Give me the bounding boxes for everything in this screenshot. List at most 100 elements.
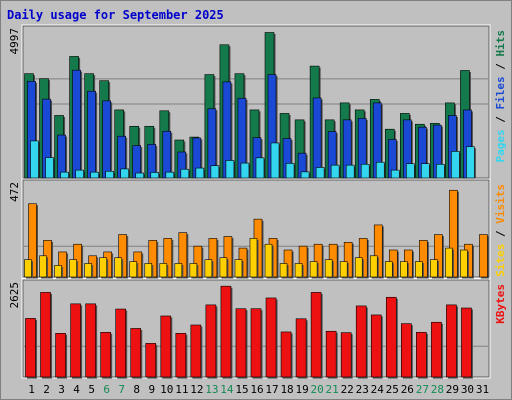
sites-bar-1 <box>24 259 33 279</box>
sites-bar-5 <box>84 263 94 279</box>
x-tick-label-14: 14 <box>220 383 234 396</box>
sites-bar-24 <box>369 255 379 279</box>
pages-bar-29 <box>451 151 461 180</box>
x-tick-label-31: 31 <box>476 383 489 396</box>
kbytes-bar-4 <box>70 303 83 379</box>
pages-bar-4 <box>75 169 86 180</box>
pages-bar-10 <box>165 171 176 180</box>
kbytes-bar-7 <box>115 308 128 379</box>
sites-bar-15 <box>234 259 244 279</box>
sites-bar-18-fill <box>279 263 288 278</box>
x-tick-label-26: 26 <box>401 383 414 396</box>
y-max-label-1: 4997 <box>8 28 21 55</box>
kbytes-bar-12 <box>190 324 203 379</box>
sites-bar-8 <box>129 261 139 279</box>
x-tick-label-20: 20 <box>311 383 324 396</box>
kbytes-bar-27-fill <box>416 331 427 378</box>
sites-bar-23-fill <box>354 257 363 278</box>
sites-bar-7-fill <box>114 257 122 278</box>
kbytes-bar-17-fill <box>265 297 277 378</box>
sites-bar-3-fill <box>54 265 62 278</box>
files-bar-6 <box>102 100 113 180</box>
kbytes-bar-8 <box>130 328 143 379</box>
kbytes-bar-8-fill <box>130 328 142 378</box>
pages-bar-9 <box>150 172 161 180</box>
pages-bar-24 <box>375 161 386 180</box>
kbytes-bar-17 <box>265 297 278 379</box>
kbytes-bar-5-fill <box>85 303 96 378</box>
kbytes-bar-22 <box>340 332 353 379</box>
sites-bar-1-fill <box>24 259 32 278</box>
x-tick-label-23: 23 <box>356 383 369 396</box>
kbytes-bar-6 <box>100 331 113 379</box>
kbytes-bar-26-fill <box>401 323 412 378</box>
sites-bar-29 <box>445 247 454 279</box>
kbytes-bar-4-fill <box>70 303 81 378</box>
x-tick-label-13: 13 <box>205 383 218 396</box>
sites-bar-10-fill <box>159 263 168 278</box>
sites-bar-22-fill <box>339 261 348 278</box>
sites-bar-25 <box>384 261 394 279</box>
kbytes-bar-19-fill <box>295 318 307 378</box>
legend-text-3: KBytes <box>494 284 507 324</box>
pages-bar-22 <box>345 164 356 180</box>
kbytes-bar-30 <box>461 307 473 379</box>
pages-bar-3-fill <box>60 171 69 179</box>
pages-bar-29-fill <box>451 151 460 179</box>
sites-bar-18 <box>279 263 289 279</box>
kbytes-bar-16-fill <box>250 308 262 378</box>
kbytes-bar-7-fill <box>115 308 126 378</box>
sites-bar-12-fill <box>189 263 198 278</box>
sites-bar-20 <box>309 261 319 279</box>
pages-bar-2-fill <box>45 157 54 179</box>
pages-bar-2 <box>45 157 56 180</box>
kbytes-bar-3-fill <box>55 333 66 378</box>
kbytes-bar-1 <box>25 318 37 379</box>
kbytes-bar-15 <box>235 308 248 379</box>
pages-bar-20 <box>315 167 326 180</box>
kbytes-bar-30-fill <box>461 307 472 378</box>
x-tick-label-1: 1 <box>28 383 35 396</box>
kbytes-bar-16 <box>250 308 263 379</box>
sites-bar-12 <box>189 263 199 279</box>
files-bar-4-fill <box>72 69 81 179</box>
x-tick-label-10: 10 <box>160 383 173 396</box>
pages-bar-5 <box>90 171 101 180</box>
x-tick-label-17: 17 <box>265 383 278 396</box>
pages-bar-1-fill <box>30 140 39 179</box>
pages-bar-16-fill <box>255 157 265 179</box>
pages-bar-11-fill <box>180 168 190 179</box>
pages-bar-20-fill <box>315 167 325 179</box>
kbytes-bar-9 <box>145 343 158 379</box>
kbytes-bar-26 <box>401 323 413 379</box>
pages-bar-7-fill <box>120 168 129 179</box>
pages-bar-25 <box>390 169 401 180</box>
legend-visits: Visits <box>494 184 507 224</box>
sites-bar-8-fill <box>129 261 138 278</box>
pages-bar-17-fill <box>270 142 280 179</box>
files-bar-4 <box>72 69 83 180</box>
pages-bar-19-fill <box>300 171 310 179</box>
pages-bar-8 <box>135 172 146 180</box>
pages-bar-3 <box>60 171 71 180</box>
x-tick-label-7: 7 <box>118 383 125 396</box>
legend-separator: / <box>494 110 507 130</box>
sites-bar-30 <box>460 249 469 279</box>
pages-bar-6-fill <box>105 170 114 179</box>
kbytes-bar-13 <box>205 304 218 379</box>
files-bar-3-fill <box>57 134 66 179</box>
kbytes-bar-22-fill <box>340 332 352 378</box>
pages-bar-7 <box>120 168 131 180</box>
x-tick-label-30: 30 <box>461 383 474 396</box>
pages-bar-9-fill <box>150 172 160 179</box>
x-tick-label-22: 22 <box>341 383 354 396</box>
sites-bar-14 <box>219 257 229 279</box>
kbytes-bar-6-fill <box>100 331 111 378</box>
y-max-label-3: 2625 <box>8 282 21 309</box>
pages-bar-18-fill <box>285 163 295 179</box>
legend-kbytes: KBytes <box>494 284 507 324</box>
sites-bar-19-fill <box>294 263 303 278</box>
sites-bar-21 <box>324 259 334 279</box>
pages-bar-6 <box>105 170 116 180</box>
sites-bar-27 <box>415 261 424 279</box>
